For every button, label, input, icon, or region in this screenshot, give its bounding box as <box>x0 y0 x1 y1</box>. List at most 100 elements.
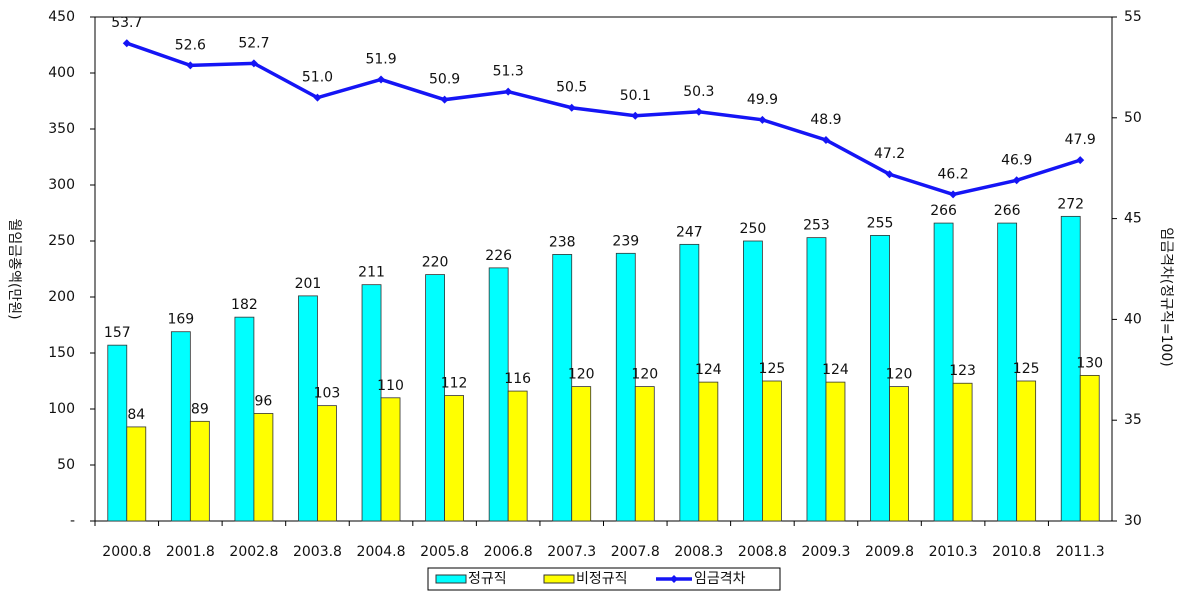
y2-tick-label: 35 <box>1124 412 1142 428</box>
y-tick-label: 250 <box>48 233 75 249</box>
line-value-label: 47.9 <box>1065 132 1096 148</box>
y2-axis-label: 임금격차(정규직=100) <box>1158 227 1174 367</box>
bar <box>126 426 147 522</box>
bar <box>444 395 464 522</box>
bar-value-label: 247 <box>676 224 703 240</box>
bar <box>634 386 655 522</box>
x-tick-label: 2001.8 <box>166 544 215 560</box>
bar <box>189 420 210 522</box>
y2-tick-label: 55 <box>1124 9 1142 25</box>
x-tick-label: 2000.8 <box>102 544 151 560</box>
bar <box>952 382 973 522</box>
x-tick-label: 2007.3 <box>547 544 596 560</box>
x-tick-label: 2009.8 <box>865 544 914 560</box>
bar <box>234 316 255 522</box>
bar <box>380 397 401 522</box>
line-marker <box>885 170 894 179</box>
bar-value-label: 272 <box>1057 196 1084 212</box>
x-tick-label: 2005.8 <box>420 544 469 560</box>
bar-value-label: 238 <box>549 234 576 250</box>
line-marker <box>694 107 703 116</box>
legend-label: 정규직 <box>468 571 507 587</box>
bar <box>698 381 719 522</box>
x-tick-label: 2002.8 <box>229 544 278 560</box>
bar <box>889 386 909 522</box>
line-value-label: 52.6 <box>175 37 206 53</box>
bar-value-label: 120 <box>886 367 913 383</box>
bar <box>1016 380 1037 522</box>
legend-marker <box>670 575 678 583</box>
bar <box>170 331 191 522</box>
y2-tick-label: 50 <box>1124 110 1142 126</box>
bar <box>933 222 954 522</box>
bar <box>361 284 382 522</box>
bar-value-label: 182 <box>231 297 258 313</box>
bar-value-label: 110 <box>377 378 404 394</box>
bar <box>317 405 337 522</box>
bar <box>743 240 763 522</box>
line-value-label: 51.9 <box>365 51 396 67</box>
line-value-label: 46.2 <box>938 166 969 182</box>
bar <box>679 243 700 522</box>
line-value-label: 48.9 <box>810 112 841 128</box>
bar <box>552 254 573 522</box>
y-tick-label: 100 <box>48 401 75 417</box>
bar-value-label: 120 <box>568 367 595 383</box>
line-value-label: 50.5 <box>556 80 587 96</box>
bar-value-label: 103 <box>314 386 341 402</box>
bar-value-label: 120 <box>631 367 658 383</box>
line-marker <box>758 115 767 124</box>
bar <box>107 344 128 522</box>
line-marker <box>949 190 958 199</box>
x-tick-label: 2008.3 <box>674 544 723 560</box>
bar <box>615 252 636 522</box>
bar <box>870 234 890 522</box>
y-tick-label: 450 <box>48 9 75 25</box>
y2-tick-label: 40 <box>1124 311 1142 327</box>
line <box>126 41 1081 197</box>
line-marker <box>1012 176 1021 185</box>
y2-tick-label: 30 <box>1124 513 1142 529</box>
y-tick-label: - <box>70 513 75 529</box>
bar-value-label: 89 <box>191 401 209 417</box>
y-tick-label: 50 <box>57 457 75 473</box>
bar-value-label: 96 <box>254 393 272 409</box>
x-tick-label: 2011.3 <box>1056 544 1105 560</box>
bar <box>825 381 846 522</box>
bar <box>488 267 509 522</box>
bar-value-label: 116 <box>504 371 531 387</box>
bar <box>806 237 827 522</box>
bar-value-label: 112 <box>441 376 468 392</box>
bar-value-label: 211 <box>358 265 385 281</box>
y-tick-label: 200 <box>48 289 75 305</box>
line-value-label: 51.3 <box>493 64 524 80</box>
legend-box <box>427 567 781 591</box>
line-marker <box>440 95 449 104</box>
bar <box>571 386 592 522</box>
bar-value-label: 255 <box>867 215 894 231</box>
bar-value-label: 157 <box>104 325 131 341</box>
line-marker <box>504 87 513 96</box>
bar <box>997 222 1018 522</box>
line-value-label: 53.7 <box>111 15 142 31</box>
bar-value-label: 124 <box>695 362 722 378</box>
line-value-label: 51.0 <box>302 70 333 86</box>
y-tick-label: 350 <box>48 121 75 137</box>
bar <box>1079 374 1100 522</box>
legend-swatch <box>543 574 575 584</box>
bar-value-label: 169 <box>167 312 194 328</box>
x-tick-label: 2007.8 <box>611 544 660 560</box>
line-marker <box>377 75 386 84</box>
bar-value-label: 250 <box>740 221 767 237</box>
x-tick-label: 2010.3 <box>929 544 978 560</box>
bar <box>762 380 782 522</box>
bar-value-label: 201 <box>295 276 322 292</box>
x-tick-label: 2009.3 <box>801 544 850 560</box>
bar <box>1060 215 1081 522</box>
bar-value-label: 220 <box>422 255 449 271</box>
line-marker <box>122 39 131 48</box>
legend-swatch <box>435 574 467 584</box>
legend-label: 임금격차 <box>694 571 746 587</box>
line-marker <box>1076 156 1085 165</box>
